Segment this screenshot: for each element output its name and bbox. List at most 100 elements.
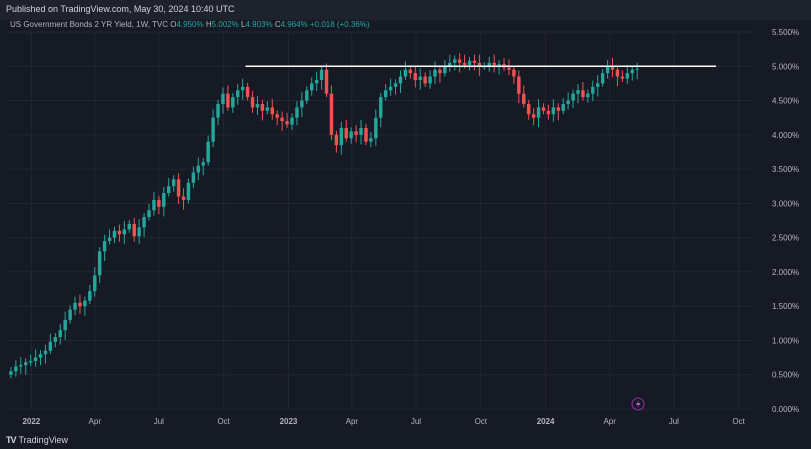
y-tick-label: 5.500% (772, 28, 799, 37)
candle-body (181, 196, 186, 200)
candle-body (428, 76, 432, 84)
candle-body (33, 357, 38, 362)
candle-body (295, 107, 299, 118)
candle-body (610, 66, 615, 70)
candle-body (137, 227, 141, 237)
candle-body (107, 237, 112, 242)
x-tick-label: Apr (89, 417, 102, 426)
candle-body (127, 223, 132, 230)
candle-body (255, 103, 260, 108)
candle-body (462, 62, 467, 65)
candle-body (531, 114, 536, 118)
candle-body (73, 302, 77, 310)
symbol-name: US Government Bonds 2 YR Yield, 1W, TVC (10, 20, 168, 29)
y-tick-label: 3.500% (772, 165, 799, 174)
tradingview-logo-icon: TV (6, 435, 16, 445)
candle-body (403, 69, 408, 77)
candle-body (43, 350, 48, 355)
candle-body (635, 68, 639, 70)
y-tick-label: 2.500% (772, 234, 799, 243)
candle-body (354, 131, 358, 135)
candle-body (566, 100, 570, 104)
x-tick-label: Oct (217, 417, 230, 426)
low-label: L (241, 20, 246, 29)
candle-body (206, 141, 210, 163)
candle-body (63, 319, 67, 331)
x-tick-label: Apr (346, 417, 359, 426)
candle-body (591, 86, 595, 94)
candle-body (250, 97, 255, 108)
y-tick-label: 0.000% (772, 405, 799, 414)
candle-body (78, 302, 82, 307)
flash-icon[interactable] (631, 397, 645, 411)
x-tick-label: Oct (475, 417, 488, 426)
candle-body (388, 86, 393, 91)
x-tick-label: 2024 (537, 417, 555, 426)
high-value: 5.002% (211, 20, 239, 29)
candle-body (526, 103, 531, 115)
x-axis: 2022 Apr Jul Oct 2023 Apr Jul Oct 2024 Apr Jul Oct (22, 417, 745, 426)
x-tick-label: Apr (603, 417, 616, 426)
y-tick-label: 4.500% (772, 97, 799, 106)
candle-body (630, 69, 634, 74)
candle-body (19, 365, 23, 367)
high-label: H (205, 20, 212, 29)
candle-body (339, 127, 344, 146)
candle-body (53, 337, 58, 342)
candle-body (285, 121, 289, 125)
candle-body (162, 193, 166, 207)
candle-body (48, 341, 53, 351)
candle-body (625, 73, 630, 79)
candles (9, 53, 639, 379)
candle-body (334, 134, 339, 146)
x-tick-label: Oct (732, 417, 745, 426)
candle-body (561, 103, 565, 111)
y-tick-label: 1.000% (772, 336, 799, 345)
candle-body (132, 223, 136, 237)
candle-body (581, 90, 585, 98)
published-note: Published on TradingView.com, May 30, 20… (6, 4, 235, 14)
candle-body (359, 127, 363, 135)
x-tick-label: Jul (154, 417, 164, 426)
candle-body (201, 162, 205, 166)
y-tick-label: 5.000% (772, 62, 799, 71)
symbol-legend: US Government Bonds 2 YR Yield, 1W, TVC … (10, 20, 370, 29)
candle-body (438, 69, 442, 74)
candle-body (453, 59, 457, 63)
y-tick-label: 3.000% (772, 199, 799, 208)
candle-body (152, 199, 156, 211)
candle-body (383, 90, 388, 98)
candle-body (369, 138, 373, 142)
candle-body (28, 361, 33, 363)
candle-body (117, 230, 122, 235)
candle-body (68, 309, 72, 320)
candle-body (497, 64, 501, 66)
candle-body (423, 76, 427, 84)
candle-body (512, 69, 516, 77)
candle-body (522, 93, 526, 104)
candle-body (576, 90, 580, 94)
candle-body (157, 199, 161, 207)
candle-body (379, 97, 383, 118)
y-tick-label: 2.000% (772, 268, 799, 277)
candle-body (216, 103, 220, 118)
candle-body (600, 73, 605, 84)
candle-body (413, 73, 418, 80)
candle-body (398, 76, 403, 84)
y-tick-label: 4.000% (772, 131, 799, 140)
candle-body (102, 241, 107, 252)
candle-body (546, 110, 551, 115)
open-value: 4.950% (176, 20, 204, 29)
candle-body (551, 107, 556, 115)
candle-body (418, 76, 422, 80)
candle-body (171, 179, 176, 187)
candle-body (324, 69, 329, 94)
candle-body (196, 165, 201, 173)
candle-body (191, 172, 196, 183)
candle-body (231, 97, 235, 108)
y-axis: 0.000% 0.500% 1.000% 1.500% 2.000% 2.500% 3.00… (772, 28, 799, 414)
candle-body (571, 93, 575, 101)
candle-body (443, 66, 447, 74)
candle-body (240, 86, 245, 91)
